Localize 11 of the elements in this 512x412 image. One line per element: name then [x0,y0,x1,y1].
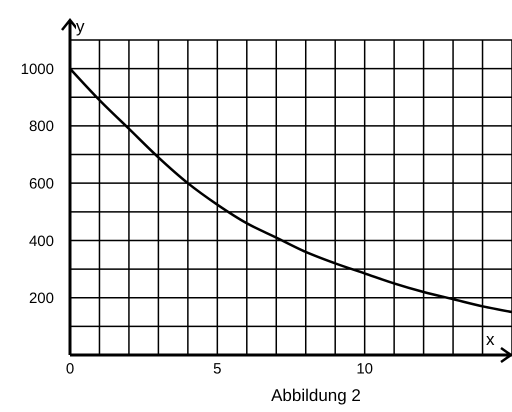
y-tick-label: 600 [28,176,54,193]
x-tick-label: 10 [356,360,374,378]
x-tick-label: 0 [66,360,74,378]
y-tick-label: 400 [28,232,54,250]
y-tick-label: 800 [28,118,54,136]
y-tick-label: 200 [28,290,54,308]
y-tick-label: 1000 [20,60,54,78]
x-tick-label: 5 [213,360,222,378]
y-axis-title: y [76,17,84,36]
x-axis-title: x [486,330,494,349]
text: Abbildung 2 [270,386,362,406]
